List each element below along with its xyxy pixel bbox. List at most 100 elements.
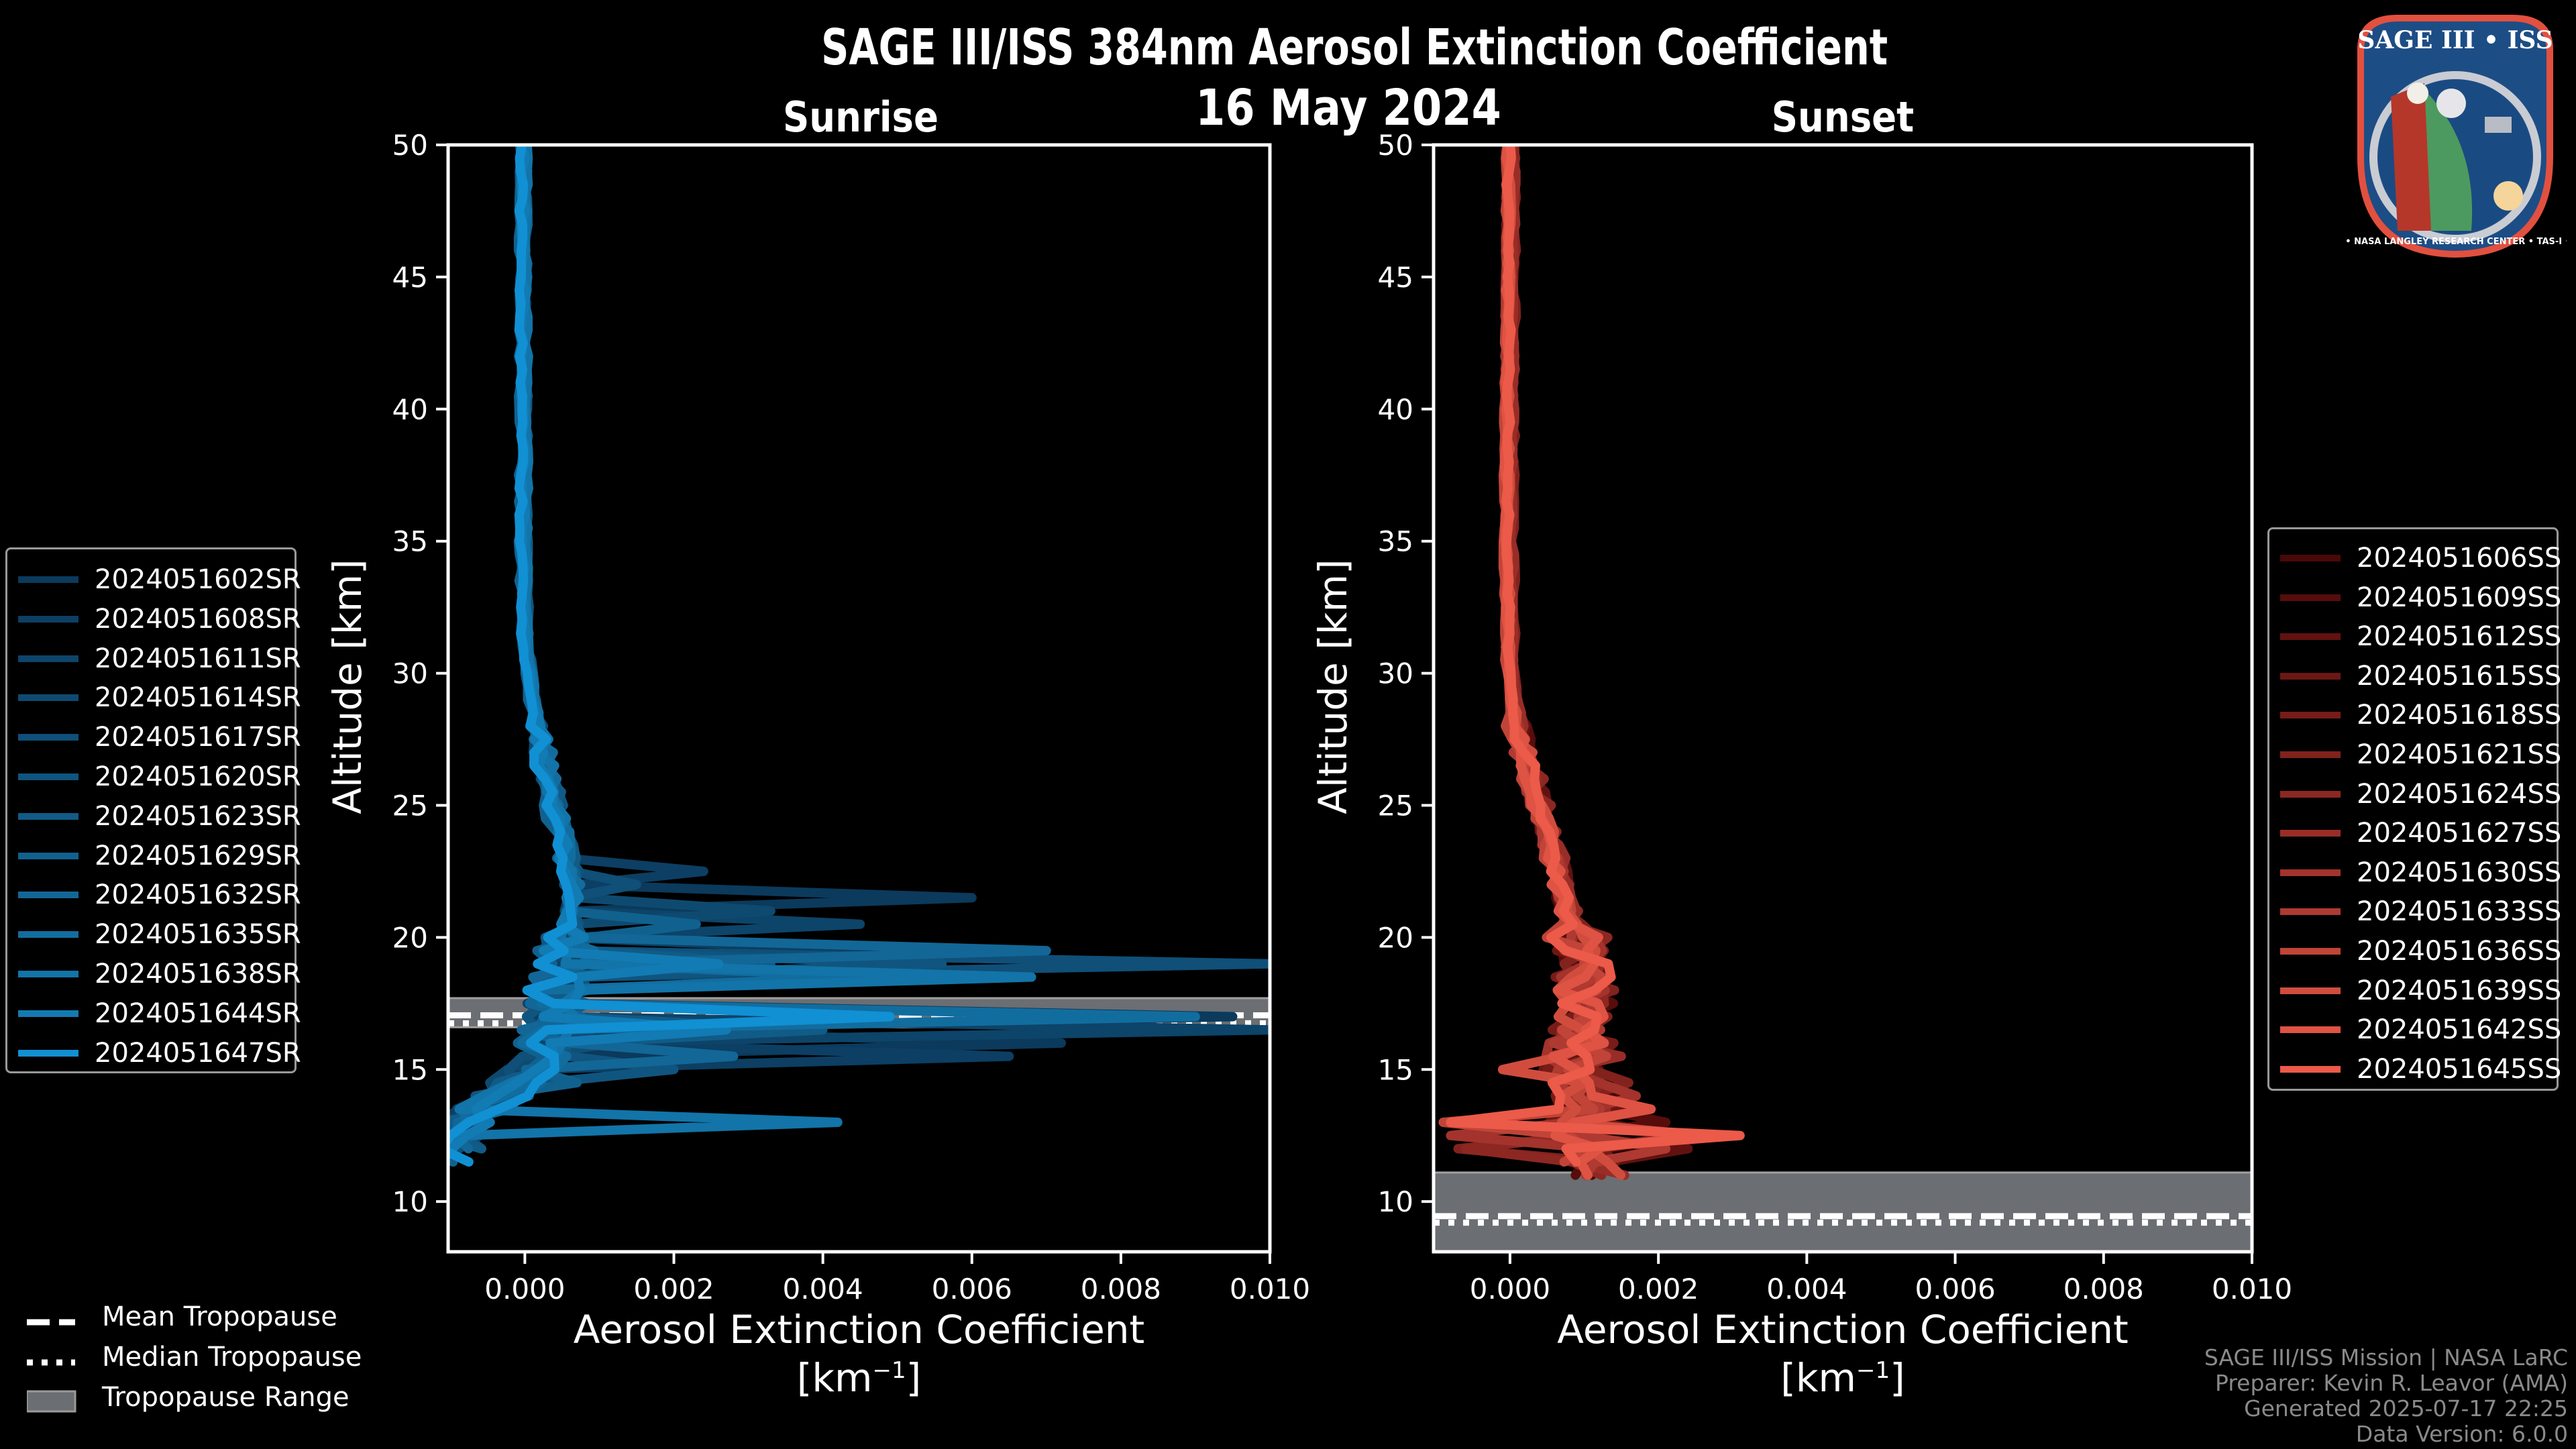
y-tick-label: 20 (392, 921, 428, 954)
legend-swatch (2280, 1026, 2341, 1034)
y-tick-label: 45 (1378, 261, 1413, 294)
legend-item-2024051608SR: 2024051608SR (7, 601, 301, 639)
logo-title: SAGE III • ISS (2357, 26, 2553, 54)
x-tick-label: 0.008 (2063, 1273, 2144, 1305)
x-tick-label: 0.006 (932, 1273, 1012, 1305)
legend-label: 2024051639SS (2357, 975, 2562, 1006)
y-tick-label: 40 (392, 393, 428, 426)
legend-item-2024051618SS: 2024051618SS (2269, 697, 2561, 735)
credits: SAGE III/ISS Mission | NASA LaRC Prepare… (2204, 1345, 2568, 1447)
plot-sunset: 10 15 20 25 30 35 40 45 50 0.000 0.002 0.004 0.006 0.… (1310, 129, 2292, 1401)
legend-swatch (18, 931, 78, 938)
profile-line-2024051645SS (1446, 145, 1745, 1167)
y-tick-label: 35 (1378, 525, 1413, 558)
legend-label: 2024051630SS (2357, 857, 2562, 888)
legend-swatch (2280, 790, 2341, 798)
y-tick-label: 10 (1378, 1185, 1413, 1218)
chart-title: SAGE III/ISS 384nm Aerosol Extinction Co… (821, 19, 1888, 76)
y-tick-label: 50 (1378, 129, 1413, 162)
legend-label: 2024051618SS (2357, 700, 2562, 731)
plot-sunrise: 10 15 20 25 30 35 40 45 50 0.000 0.002 0.004 0.006 0.… (325, 129, 1310, 1401)
legend-swatch (18, 852, 78, 859)
x-axis-units: [km−1] (797, 1355, 921, 1401)
legend-item-2024051620SR: 2024051620SR (7, 759, 301, 796)
legend-item-2024051636SS: 2024051636SS (2269, 933, 2561, 971)
legend-swatch (2280, 948, 2341, 955)
legend-label: 2024051644SR (95, 998, 301, 1029)
y-tick-label: 25 (1378, 789, 1413, 822)
x-tick-label: 0.010 (2212, 1273, 2292, 1305)
legend-swatch (2280, 869, 2341, 876)
legend-swatch (18, 971, 78, 977)
legend-label: 2024051629SR (95, 840, 301, 871)
legend-swatch (2280, 987, 2341, 994)
profile-line-2024051647SR (448, 145, 895, 1167)
x-tick-label: 0.004 (1766, 1273, 1847, 1305)
y-tick-label: 45 (392, 261, 428, 294)
legend-label: 2024051642SS (2357, 1014, 2562, 1046)
legend-item-2024051612SS: 2024051612SS (2269, 619, 2561, 656)
legend-label: 2024051606SS (2357, 543, 2562, 574)
x-tick-label: 0.000 (1470, 1273, 1550, 1305)
legend-label: 2024051647SR (95, 1037, 301, 1069)
y-tick-label: 10 (392, 1185, 428, 1218)
plot-frame (1432, 143, 2254, 1254)
legend-item-2024051627SS: 2024051627SS (2269, 815, 2561, 853)
legend-swatch (2280, 1065, 2341, 1073)
legend-label: Median Tropopause (102, 1342, 362, 1373)
legend-item-2024051633SS: 2024051633SS (2269, 894, 2561, 931)
legend-swatch (18, 892, 78, 899)
x-tick-label: 0.010 (1230, 1273, 1310, 1305)
y-tick-label: 40 (1378, 393, 1413, 426)
legend-item-2024051609SS: 2024051609SS (2269, 580, 2561, 617)
legend-label: Tropopause Range (102, 1382, 350, 1413)
plot-area-sunrise (448, 145, 1270, 1167)
legend-item-2024051614SR: 2024051614SR (7, 680, 301, 717)
legend-item-2024051615SS: 2024051615SS (2269, 658, 2561, 696)
y-axis-label: Altitude [km] (1310, 559, 1356, 814)
legend-label: 2024051611SR (95, 643, 301, 674)
legend-swatch (2280, 555, 2341, 561)
legend-label: 2024051621SS (2357, 739, 2562, 770)
legend-swatch (2280, 672, 2341, 680)
legend-label: 2024051609SS (2357, 582, 2562, 613)
y-tick-label: 50 (392, 129, 428, 162)
x-tick-label: 0.008 (1081, 1273, 1161, 1305)
legend-item-2024051606SS: 2024051606SS (2269, 540, 2561, 578)
legend-label: 2024051635SR (95, 919, 301, 951)
legend-swatch (18, 1049, 78, 1057)
legend-label: 2024051627SS (2357, 818, 2562, 849)
dashed-line-icon (27, 1319, 75, 1326)
y-tick-label: 30 (392, 657, 428, 690)
legend-item-2024051644SR: 2024051644SR (7, 996, 301, 1033)
legend-swatch (18, 1010, 78, 1017)
legend-item-2024051632SR: 2024051632SR (7, 877, 301, 914)
x-tick-label: 0.004 (783, 1273, 863, 1305)
y-tick-label: 25 (392, 789, 428, 822)
legend-item-2024051602SR: 2024051602SR (7, 561, 301, 599)
x-tick-label: 0.000 (484, 1273, 565, 1305)
legend-swatch (18, 655, 78, 662)
credit-preparer: Preparer: Kevin R. Leavor (AMA) (2215, 1370, 2568, 1396)
legend-label: 2024051638SR (95, 959, 301, 989)
legend-label: 2024051632SR (95, 879, 301, 911)
legend-label: 2024051614SR (95, 682, 301, 714)
legend-swatch (18, 734, 78, 741)
legend-item-2024051629SR: 2024051629SR (7, 838, 301, 875)
legend-label: 2024051636SS (2357, 936, 2562, 967)
tropopause-legend: Mean Tropopause Median Tropopause Tropop… (0, 1301, 402, 1422)
legend-item-2024051630SS: 2024051630SS (2269, 855, 2561, 892)
legend-item-2024051642SS: 2024051642SS (2269, 1012, 2561, 1049)
y-tick-label: 20 (1378, 921, 1413, 954)
legend-item-2024051647SR: 2024051647SR (7, 1035, 301, 1073)
legend-item-2024051638SR: 2024051638SR (7, 956, 301, 994)
credit-mission: SAGE III/ISS Mission | NASA LaRC (2204, 1344, 2568, 1371)
legend-item-2024051639SS: 2024051639SS (2269, 973, 2561, 1010)
gray-band-icon (27, 1390, 76, 1413)
legend-label: 2024051615SS (2357, 660, 2562, 692)
legend-swatch (18, 576, 78, 583)
dotted-line-icon (27, 1359, 75, 1366)
legend-sunset: 2024051606SS 2024051609SS 2024051612SS 2024… (2267, 527, 2562, 1091)
x-axis-units: [km−1] (1780, 1355, 1904, 1401)
